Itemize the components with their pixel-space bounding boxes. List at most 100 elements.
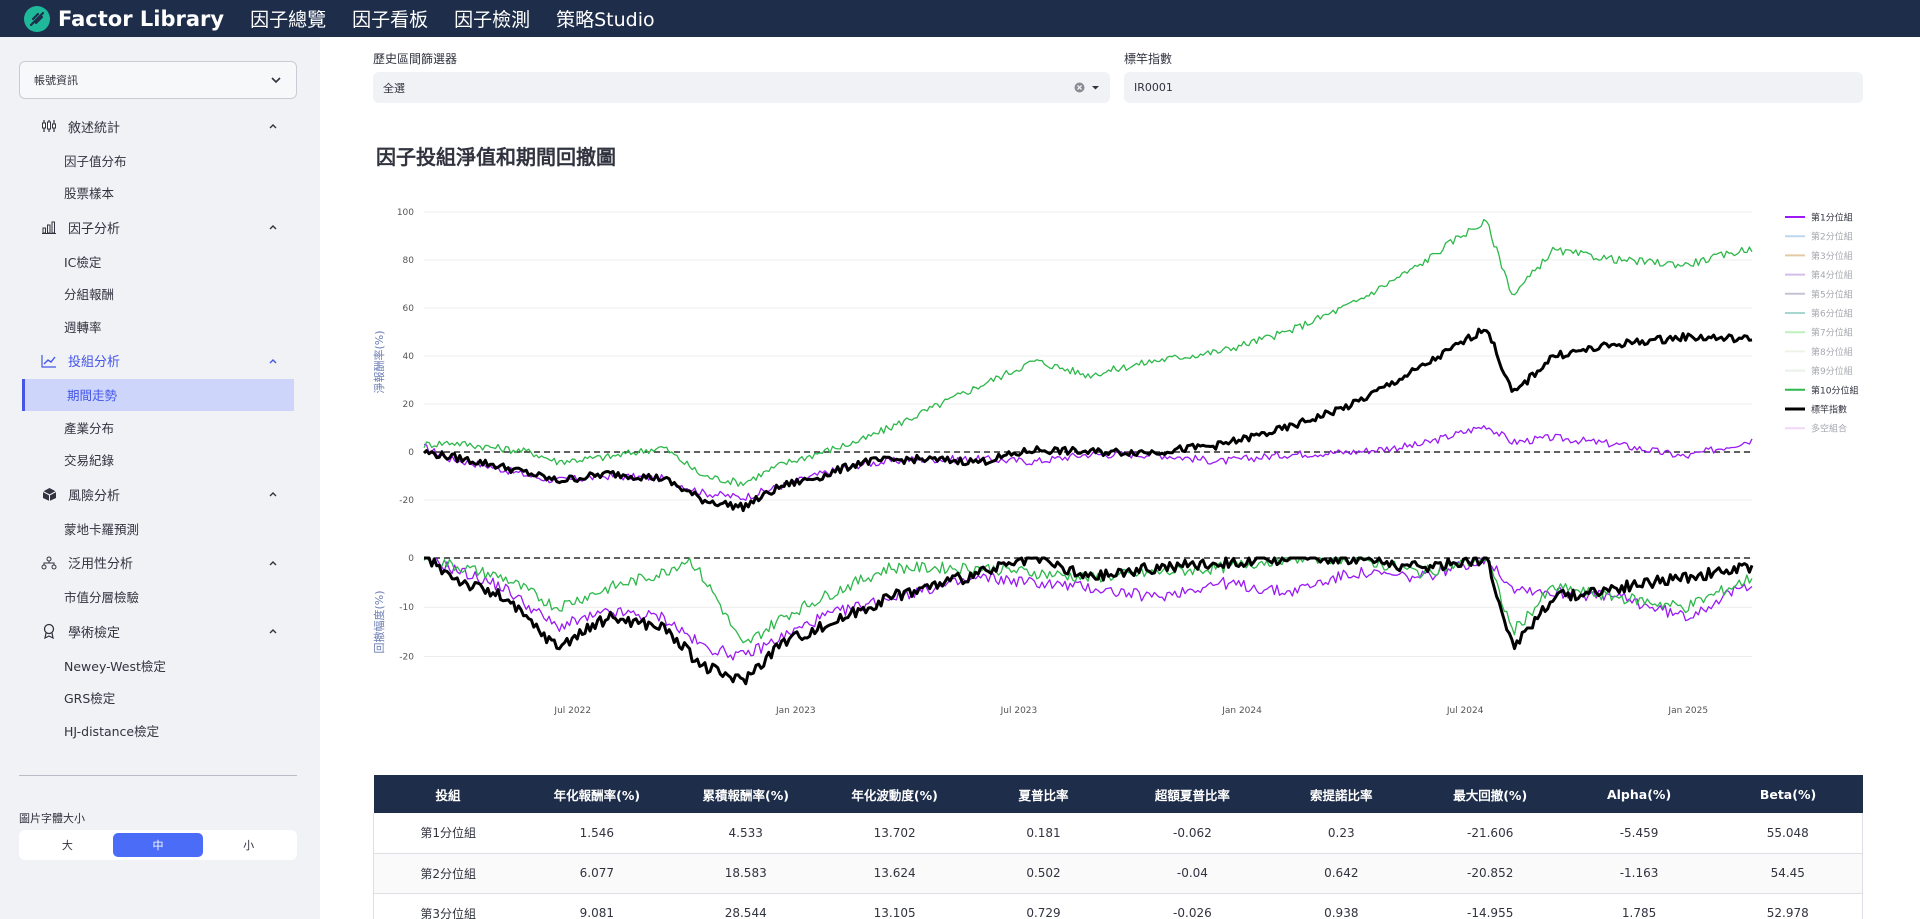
table-header-cell[interactable]: 年化波動度(%) [820, 775, 970, 813]
period-filter-select[interactable]: 全選 [373, 72, 1110, 103]
table-header-cell[interactable]: 最大回撤(%) [1415, 775, 1565, 813]
sidebar-section-risk-analysis[interactable]: 風險分析 [0, 476, 320, 512]
table-cell: 13.624 [820, 853, 970, 894]
sidebar-item-stock-sample[interactable]: 股票樣本 [64, 186, 115, 202]
x-tick-label: Jan 2023 [775, 706, 816, 716]
sidebar-item-newey-west[interactable]: Newey-West檢定 [64, 658, 166, 674]
table-header-row: 投組 年化報酬率(%) 累積報酬率(%) 年化波動度(%) 夏普比率 超額夏普比率 索提諾比… [373, 775, 1863, 813]
top-navigation: Factor Library 因子總覽 因子看板 因子檢測 策略Studio [0, 0, 1920, 37]
legend-label: 第7分位組 [1811, 327, 1853, 339]
x-tick-label: Jan 2024 [1221, 706, 1262, 716]
y-tick-label: 0 [408, 554, 414, 564]
sidebar-item-period-trend[interactable]: 期間走勢 [22, 378, 294, 411]
legend-label: 第2分位組 [1811, 231, 1853, 243]
table-cell: 9.081 [522, 893, 672, 919]
sidebar-section-generality-analysis[interactable]: 泛用性分析 [0, 545, 320, 581]
candlestick-icon [40, 117, 58, 135]
sidebar-section-label: 投組分析 [68, 355, 121, 370]
table-header-cell[interactable]: 年化報酬率(%) [522, 775, 672, 813]
legend-label: 第10分位組 [1811, 384, 1858, 396]
account-select[interactable]: 帳號資訊 [19, 61, 297, 99]
chevron-up-icon [269, 560, 277, 565]
chevron-down-icon [271, 77, 281, 84]
sidebar-item-hj-distance[interactable]: HJ-distance檢定 [64, 723, 160, 739]
legend-label: 多空組合 [1811, 423, 1847, 435]
chevron-up-icon [269, 492, 277, 497]
chevron-up-icon [269, 629, 277, 634]
sidebar-section-portfolio-analysis[interactable]: 投組分析 [0, 343, 320, 379]
sidebar-section-descriptive[interactable]: 敘述統計 [0, 108, 320, 144]
table-cell: -0.062 [1117, 813, 1267, 854]
x-tick-label: Jul 2022 [553, 706, 591, 716]
drawdown-line-2 [424, 556, 1754, 686]
nav-strategy-studio[interactable]: 策略Studio [556, 9, 655, 31]
font-size-small-button[interactable]: 小 [243, 839, 255, 852]
legend-label: 標竿指數 [1811, 404, 1847, 416]
sidebar-section-label: 因子分析 [68, 221, 121, 237]
chevron-up-icon [269, 124, 277, 129]
table-header-cell[interactable]: 索提諾比率 [1266, 775, 1416, 813]
sidebar-item-group-return[interactable]: 分組報酬 [64, 287, 115, 303]
nav-drawdown-chart: 100 80 60 40 20 0 -20 0 -10 -20 淨報酬率(%) 回撤幅度(%) Jul … [372, 208, 1858, 716]
table-body: 第1分位組 1.546 4.533 13.702 0.181 -0.062 0.23 -21.… [373, 813, 1863, 919]
series-line-0 [423, 425, 1753, 501]
chevron-up-icon [269, 225, 277, 230]
sidebar-divider [19, 775, 297, 776]
award-icon [40, 622, 58, 640]
sidebar-section-academic-test[interactable]: 學術檢定 [0, 613, 320, 649]
table-row: 第2分位組 6.077 18.583 13.624 0.502 -0.04 0.642 -20… [373, 853, 1863, 894]
brand[interactable]: Factor Library [24, 5, 225, 32]
table-cell: 18.583 [671, 853, 821, 894]
sidebar-item-industry-distribution[interactable]: 產業分布 [64, 420, 115, 436]
nav-factor-dashboard[interactable]: 因子看板 [352, 9, 429, 31]
series-line-2 [422, 327, 1753, 513]
benchmark-value: IR0001 [1134, 81, 1173, 94]
sidebar-item-grs[interactable]: GRS檢定 [64, 691, 116, 707]
line-chart-icon [40, 352, 58, 370]
table-cell: 0.23 [1266, 813, 1416, 854]
y-tick-label: 0 [408, 448, 414, 458]
font-size-medium-button[interactable]: 中 [112, 833, 204, 857]
nav-factor-test[interactable]: 因子檢測 [454, 9, 531, 31]
drawdown-line-0 [424, 557, 1753, 661]
table-header-cell[interactable]: 超額夏普比率 [1117, 775, 1267, 813]
table-cell: 0.729 [969, 893, 1118, 919]
legend-label: 第3分位組 [1811, 250, 1853, 262]
clear-icon[interactable] [1074, 82, 1085, 93]
sidebar: 帳號資訊 敘述統計 因子值分布 股票樣本 因子分析 IC檢 [0, 37, 320, 919]
table-cell: 1.546 [522, 813, 672, 854]
table-cell: 0.642 [1266, 853, 1416, 894]
nav-factor-overview[interactable]: 因子總覽 [250, 9, 327, 31]
legend-label: 第9分位組 [1811, 365, 1853, 377]
sidebar-item-turnover[interactable]: 週轉率 [64, 319, 102, 335]
table-header-cell[interactable]: 夏普比率 [969, 775, 1118, 813]
sidebar-item-trade-log[interactable]: 交易紀錄 [64, 453, 115, 469]
table-header-cell[interactable]: 累積報酬率(%) [671, 775, 821, 813]
sidebar-item-monte-carlo[interactable]: 蒙地卡羅預測 [64, 521, 140, 537]
x-tick-label: Jul 2024 [1446, 706, 1484, 716]
table-cell: -0.04 [1117, 853, 1267, 894]
table-cell: 0.938 [1266, 893, 1416, 919]
table-header-cell[interactable]: 投組 [373, 775, 523, 813]
bottom-y-axis-label: 回撤幅度(%) [372, 590, 386, 653]
sidebar-section-label: 學術檢定 [68, 625, 121, 641]
table-cell: -21.606 [1415, 813, 1565, 854]
app-title: Factor Library [58, 6, 225, 31]
period-filter-value: 全選 [383, 81, 405, 95]
legend-label: 第1分位組 [1811, 212, 1853, 224]
sidebar-section-factor-analysis[interactable]: 因子分析 [0, 209, 320, 245]
table-cell: 52.978 [1713, 893, 1863, 919]
table-header-cell[interactable]: Alpha(%) [1564, 775, 1714, 813]
sidebar-item-market-cap-test[interactable]: 市值分層檢驗 [64, 590, 140, 606]
table-header-cell[interactable]: Beta(%) [1713, 775, 1863, 813]
sidebar-item-ic-test[interactable]: IC檢定 [64, 254, 102, 270]
bar-chart-icon [40, 218, 58, 236]
sidebar-item-factor-distribution[interactable]: 因子值分布 [64, 153, 127, 169]
cube-icon [40, 485, 58, 503]
table-cell: 0.181 [969, 813, 1118, 854]
font-size-large-button[interactable]: 大 [61, 839, 73, 852]
table-cell: 13.105 [820, 893, 970, 919]
y-tick-label: -10 [399, 603, 414, 613]
table-cell: -0.026 [1117, 893, 1267, 919]
benchmark-input[interactable]: IR0001 [1124, 72, 1863, 103]
